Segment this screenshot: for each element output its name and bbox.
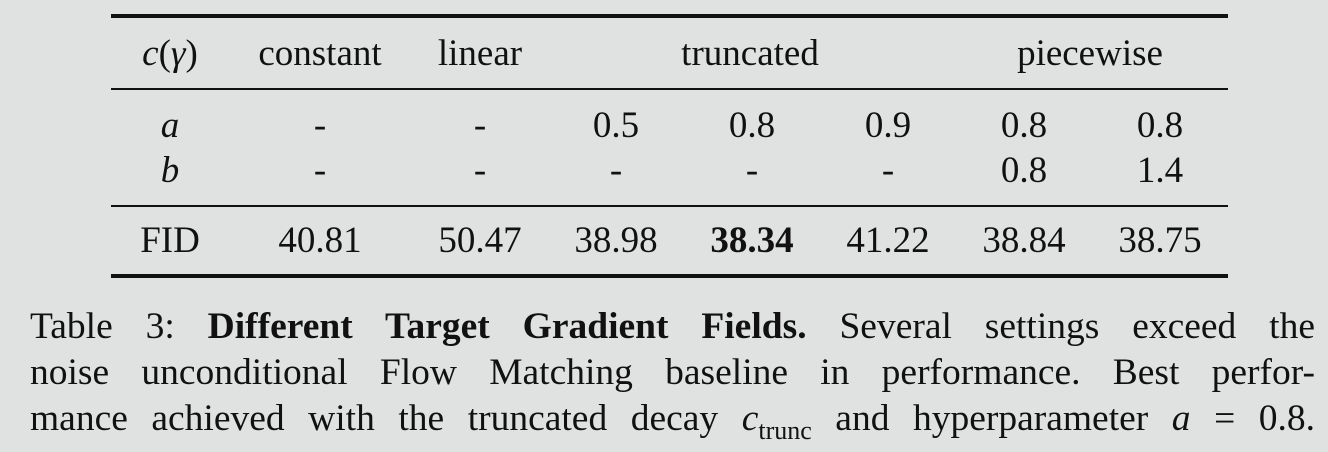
row-a-cell: 0.5 bbox=[592, 105, 640, 146]
row-b-cell: 1.4 bbox=[1136, 150, 1184, 191]
table-header-rule bbox=[111, 88, 1228, 90]
row-a-cell: 0.8 bbox=[1000, 105, 1048, 146]
row-b-cell: - bbox=[313, 150, 327, 191]
row-b-cell: 0.8 bbox=[1000, 150, 1048, 191]
row-b-cell: - bbox=[881, 150, 895, 191]
row-b-cell: - bbox=[745, 150, 759, 191]
fid-label: FID bbox=[140, 220, 200, 261]
row-b-cell: - bbox=[473, 150, 487, 191]
caption-line-1: Table 3: Different Target Gradient Field… bbox=[30, 304, 1315, 350]
fid-cell: 40.81 bbox=[278, 220, 362, 261]
row-a-cell: 0.8 bbox=[1136, 105, 1184, 146]
caption-line1-rest: Several settings exceed the bbox=[806, 306, 1315, 347]
caption-title: Different Target Gradient Fields. bbox=[207, 306, 807, 347]
row-a-cell: 0.9 bbox=[864, 105, 912, 146]
caption-line-3: mance achieved with the truncated decay … bbox=[30, 398, 1316, 445]
table-mid-rule bbox=[111, 205, 1228, 207]
fid-cell: 38.75 bbox=[1118, 220, 1202, 261]
row-b-label: b bbox=[160, 150, 180, 191]
row-a-cell: - bbox=[473, 105, 487, 146]
row-b-cell: - bbox=[609, 150, 623, 191]
header-piecewise: piecewise bbox=[1017, 33, 1163, 74]
table-bottom-rule bbox=[111, 274, 1228, 278]
fid-cell: 38.98 bbox=[574, 220, 658, 261]
header-constant: constant bbox=[258, 33, 382, 74]
header-linear: linear bbox=[437, 33, 523, 74]
caption-prefix: Table 3: bbox=[30, 306, 208, 347]
header-truncated: truncated bbox=[681, 33, 819, 74]
caption-line-2: noise unconditional Flow Matching baseli… bbox=[30, 352, 1315, 393]
table-top-rule bbox=[111, 14, 1228, 18]
fid-cell: 50.47 bbox=[438, 220, 522, 261]
fid-cell: 38.84 bbox=[982, 220, 1066, 261]
header-label: c(γ) bbox=[142, 33, 198, 74]
fid-cell-best: 38.34 bbox=[710, 220, 794, 261]
fid-cell: 41.22 bbox=[846, 220, 930, 261]
row-a-cell: - bbox=[313, 105, 327, 146]
row-a-label: a bbox=[160, 105, 180, 146]
row-a-cell: 0.8 bbox=[728, 105, 776, 146]
